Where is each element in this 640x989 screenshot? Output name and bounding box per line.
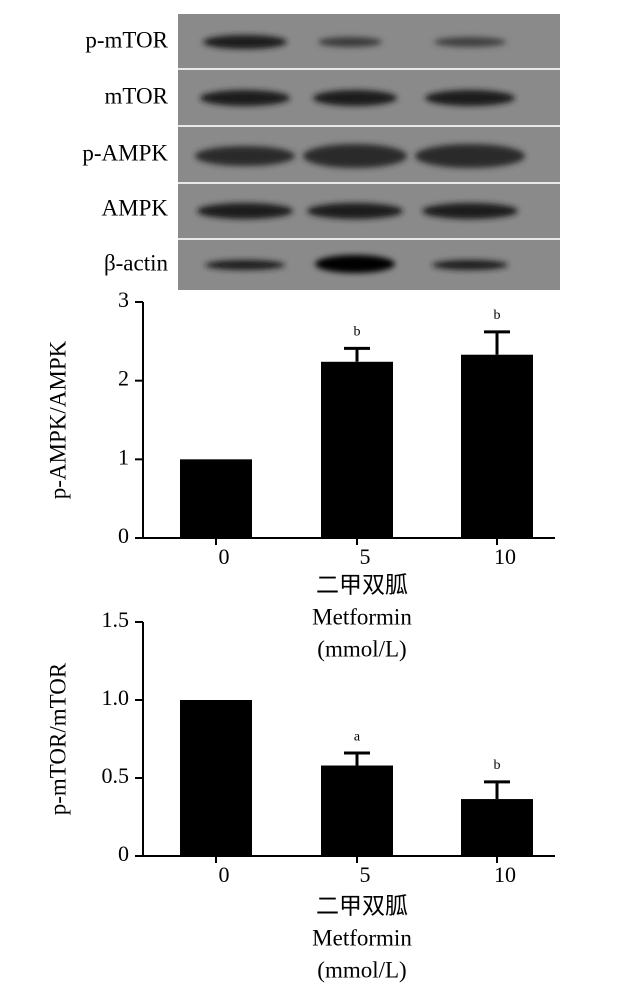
x-tick-label: 0 [219,862,230,887]
y-tick-label: 1.0 [102,685,130,710]
band [425,90,515,106]
x-tick-label: 5 [360,862,371,887]
band [422,203,518,219]
error-bar [484,780,510,800]
band [434,37,506,47]
x-tick-label: 10 [494,862,516,887]
band [203,35,287,49]
blot-divider [178,125,560,127]
x-tick-label: 5 [360,544,371,569]
bar [180,700,252,856]
bar [461,354,533,538]
blot-label: p-AMPK [82,140,168,165]
blot-label: mTOR [105,83,169,108]
blot-label: AMPK [102,195,169,220]
blot-divider [178,68,560,70]
y-tick-label: 3 [118,287,129,312]
band [313,90,397,106]
x-tick-label: 10 [494,544,516,569]
significance-label: a [354,729,361,744]
significance-label: b [354,325,361,340]
y-tick-label: 2 [118,366,129,391]
significance-label: b [494,308,501,323]
x-axis-label: 二甲双胍 [316,572,408,597]
band [307,203,403,219]
x-axis-label: Metformin [312,604,412,629]
y-tick-label: 1.5 [102,607,130,632]
blot-label: β-actin [104,250,169,275]
error-bar [344,346,370,362]
band [205,260,285,270]
x-tick-label: 0 [219,544,230,569]
error-bar [484,330,510,355]
band [432,260,508,270]
blot-label: p-mTOR [85,27,168,52]
x-axis-label: 二甲双胍 [316,893,408,918]
band [318,37,382,47]
bar [321,765,393,856]
x-axis-label: Metformin [312,925,412,950]
y-tick-label: 1 [118,444,129,469]
bar [321,361,393,538]
y-axis-label: p-AMPK/AMPK [45,340,70,499]
band [315,255,395,273]
error-bar [344,751,370,766]
bar [461,799,533,856]
band [197,203,293,219]
bands [195,35,525,273]
bar [180,459,252,538]
y-tick-label: 0.5 [102,763,130,788]
blot-divider [178,182,560,184]
y-axis-label: p-mTOR/mTOR [45,662,70,815]
band [195,146,295,166]
x-axis-label: (mmol/L) [317,636,406,661]
y-tick-label: 0 [118,841,129,866]
band [200,90,290,106]
western-blot: p-mTOR mTOR p-AMPK AMPK β-actin [82,14,560,290]
significance-label: b [494,758,501,773]
band [415,144,525,168]
band [303,144,407,168]
blot-divider [178,238,560,240]
y-tick-label: 0 [118,523,129,548]
x-axis-label: (mmol/L) [317,957,406,982]
